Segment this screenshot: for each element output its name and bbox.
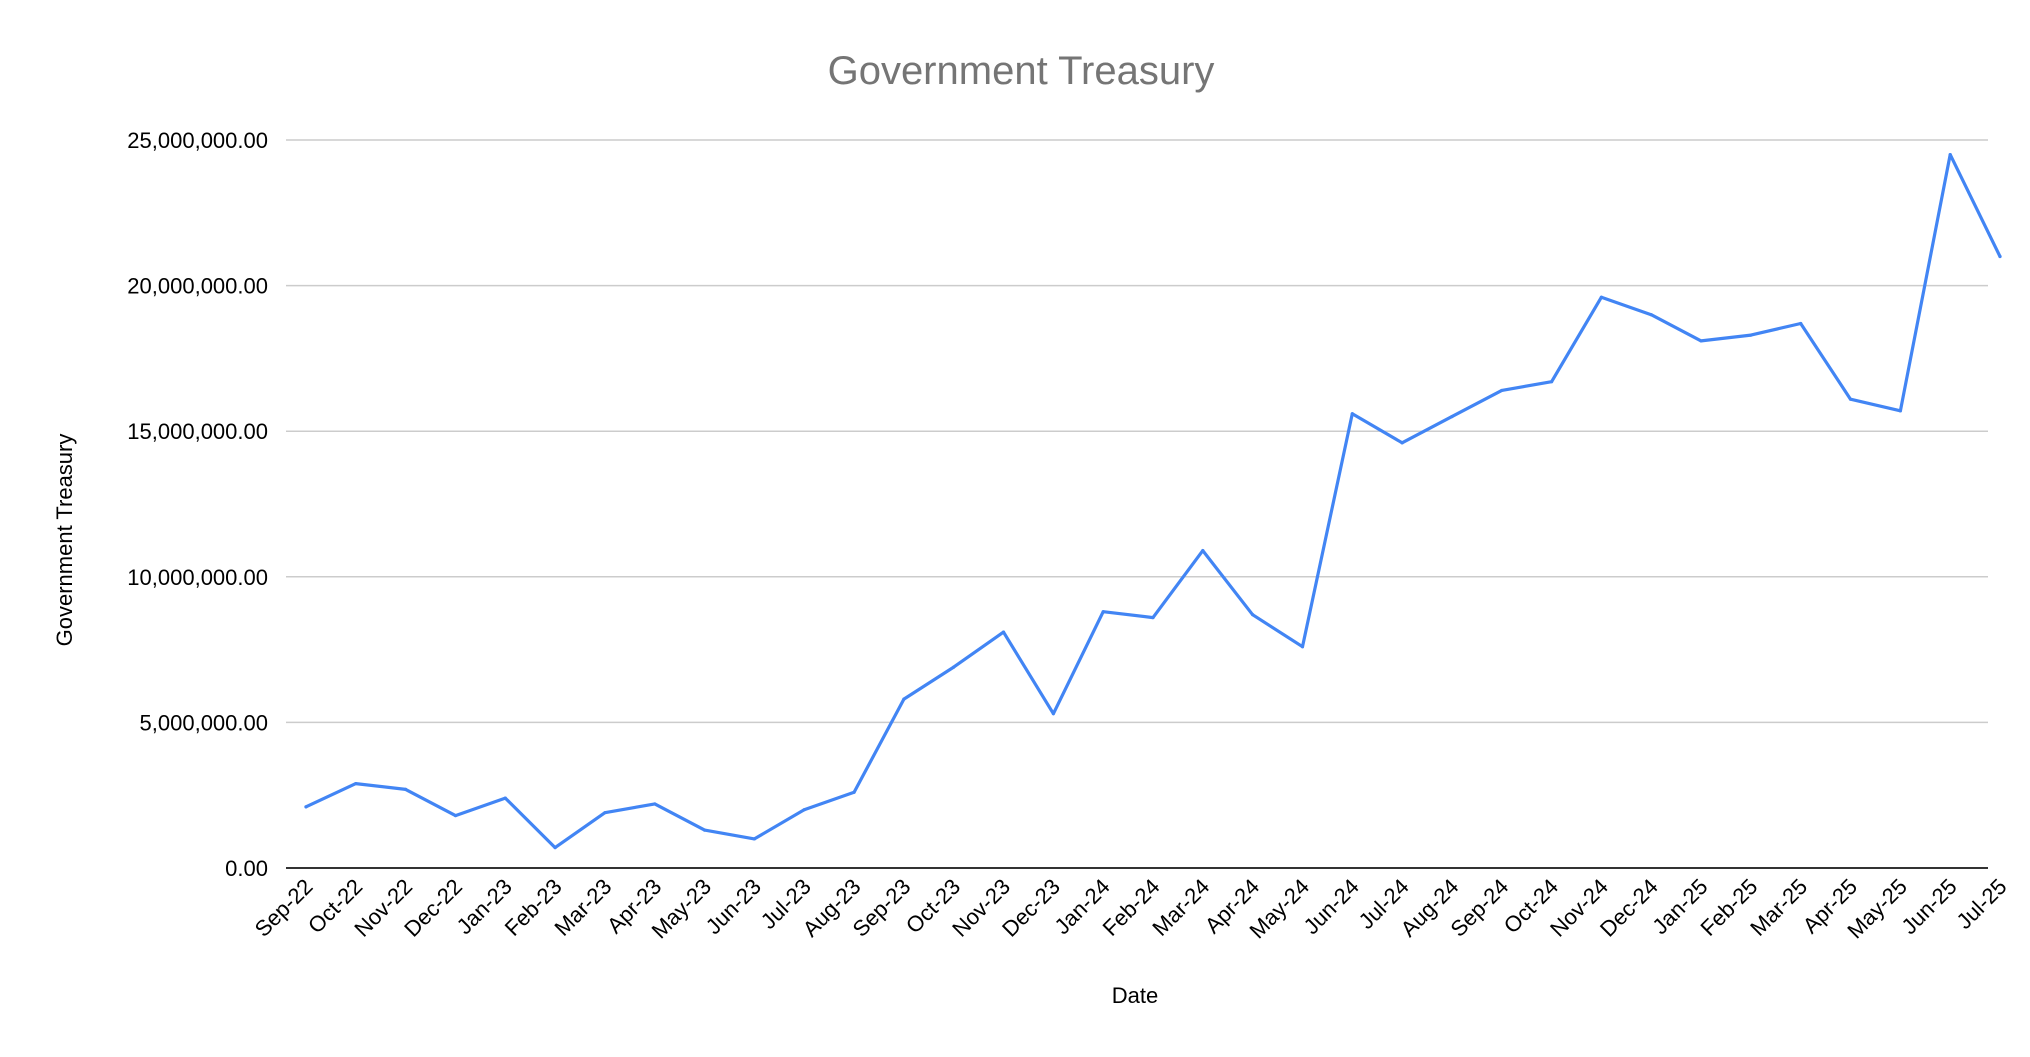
y-tick-label: 5,000,000.00 [140, 710, 268, 735]
data-point [852, 790, 856, 794]
data-point [553, 846, 557, 850]
gridlines [286, 139, 1988, 724]
x-axis-title: Date [1112, 983, 1158, 1008]
data-point [1649, 313, 1653, 317]
data-point [1450, 415, 1454, 419]
y-tick-label: 0.00 [225, 856, 268, 881]
data-point [1599, 295, 1604, 299]
data-point [1251, 613, 1255, 617]
x-tick-label: Jun-23 [701, 874, 766, 939]
data-point [1151, 615, 1155, 620]
data-point [802, 808, 806, 812]
data-point [752, 837, 757, 841]
y-tick-label: 10,000,000.00 [127, 565, 268, 590]
data-point [1699, 339, 1703, 343]
data-point [1101, 610, 1105, 614]
x-axis-tick-labels: Sep-22Oct-22Nov-22Dec-22Jan-23Feb-23Mar-… [250, 874, 2012, 944]
data-point [1001, 630, 1006, 634]
data-point [1898, 409, 1902, 413]
data-point [1948, 152, 1952, 157]
x-tick-label: Jun-25 [1896, 874, 1961, 939]
data-point [603, 811, 607, 815]
data-point [952, 665, 956, 669]
data-point [1300, 645, 1305, 649]
data-point [1799, 321, 1803, 326]
data-point [503, 796, 507, 800]
x-tick-label: Sep-22 [250, 874, 318, 942]
y-tick-label: 15,000,000.00 [127, 419, 268, 444]
data-point [1549, 380, 1554, 384]
data-point [1201, 548, 1205, 553]
data-point [304, 805, 308, 809]
data-point [1400, 441, 1404, 445]
x-tick-label: Jun-24 [1299, 874, 1364, 939]
series-line [304, 153, 2002, 850]
y-tick-label: 25,000,000.00 [127, 128, 268, 153]
data-point [354, 781, 358, 786]
data-point [404, 787, 408, 791]
x-tick-label: Mar-23 [550, 874, 617, 941]
data-point [1998, 254, 2002, 259]
data-point [1350, 412, 1354, 416]
data-point [653, 802, 657, 806]
series-layer [304, 152, 2002, 850]
x-tick-label: Mar-24 [1147, 874, 1214, 941]
data-point [453, 813, 458, 818]
x-tick-label: Mar-25 [1745, 874, 1812, 941]
data-point [902, 697, 906, 701]
chart-title: Government Treasury [828, 49, 1215, 93]
y-tick-label: 20,000,000.00 [127, 274, 268, 299]
y-axis-tick-labels: 0.00 5,000,000.00 10,000,000.00 15,000,000.… [127, 128, 268, 881]
y-axis-title: Government Treasury [52, 434, 77, 647]
data-point [1500, 388, 1504, 393]
x-tick-label: Jul-25 [1951, 874, 2011, 934]
data-point [1051, 712, 1055, 716]
data-point [1749, 333, 1753, 337]
data-point [1848, 397, 1853, 401]
data-point [702, 828, 707, 832]
